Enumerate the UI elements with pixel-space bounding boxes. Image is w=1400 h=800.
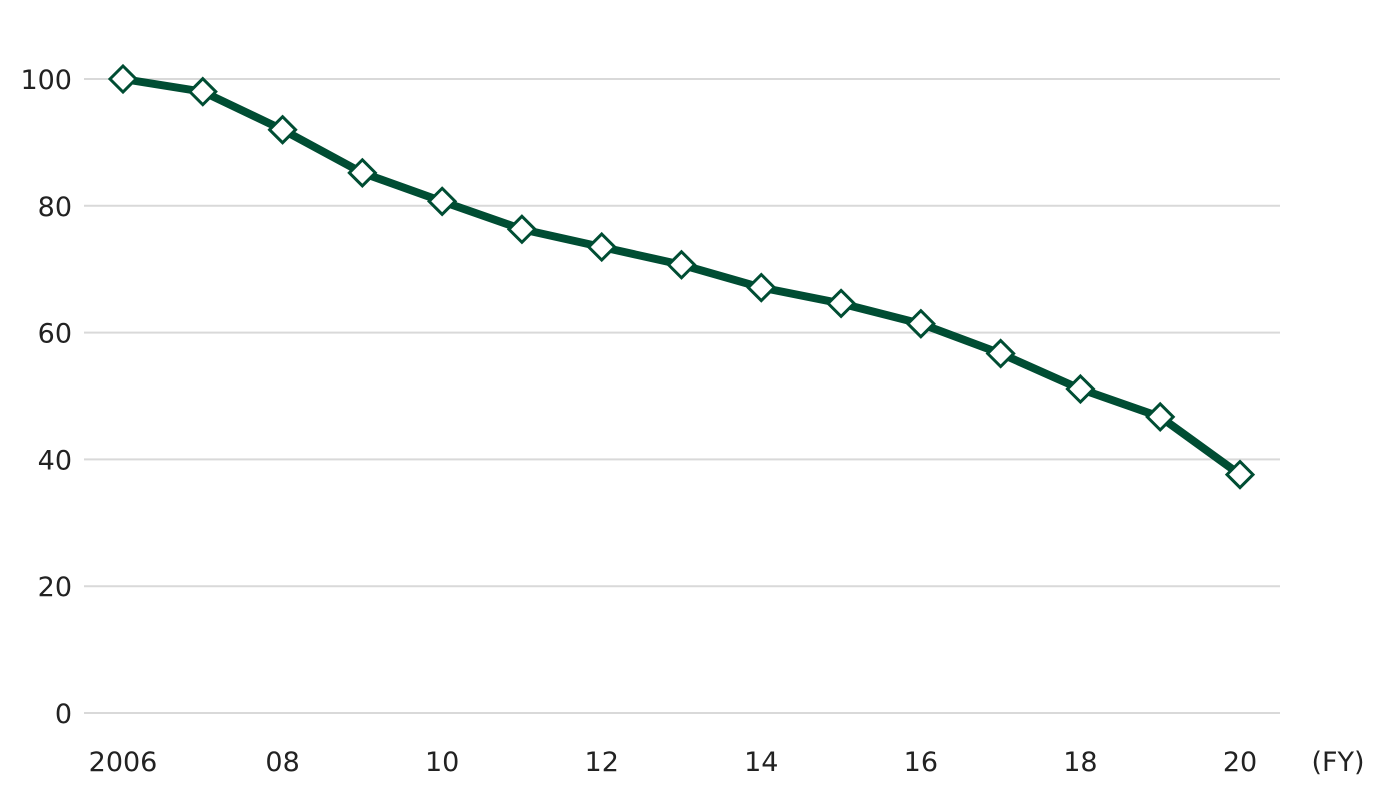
x-tick-label-2006: 2006 [89, 747, 158, 778]
data-point-2007 [187, 76, 218, 107]
data-point-2020 [1224, 459, 1256, 490]
y-tick-label-0: 0 [55, 699, 72, 730]
x-tick-label-08: 08 [265, 747, 299, 778]
x-tick-label-12: 12 [585, 747, 619, 778]
x-tick-label-16: 16 [904, 747, 938, 778]
marker-layer [107, 63, 1256, 490]
data-point-2013 [666, 249, 697, 280]
data-point-2018 [1065, 373, 1096, 405]
y-tick-label-60: 60 [38, 319, 72, 350]
data-point-2011 [506, 214, 538, 245]
y-tick-label-40: 40 [38, 445, 72, 476]
x-axis-tick-labels: 2006 08 10 12 14 16 18 20 [89, 747, 1258, 778]
data-point-2015 [825, 288, 857, 319]
data-point-2016 [905, 308, 936, 339]
data-point-2010 [427, 186, 458, 217]
x-tick-label-14: 14 [744, 747, 778, 778]
y-tick-label-100: 100 [20, 65, 72, 96]
data-point-2019 [1145, 401, 1176, 433]
x-tick-label-20: 20 [1223, 747, 1257, 778]
y-tick-label-20: 20 [38, 572, 72, 603]
y-tick-label-80: 80 [38, 192, 72, 223]
x-axis-unit-label: (FY) [1311, 747, 1364, 778]
gridlines [84, 78, 1280, 714]
data-point-2008 [267, 114, 298, 145]
data-point-2014 [746, 272, 777, 303]
data-point-2012 [586, 231, 617, 263]
y-axis-tick-labels: 0 20 40 60 80 100 [20, 65, 72, 730]
data-point-2006 [107, 63, 139, 95]
data-point-2017 [985, 338, 1016, 369]
x-tick-label-10: 10 [425, 747, 459, 778]
x-tick-label-18: 18 [1063, 747, 1097, 778]
data-point-2009 [347, 157, 378, 188]
